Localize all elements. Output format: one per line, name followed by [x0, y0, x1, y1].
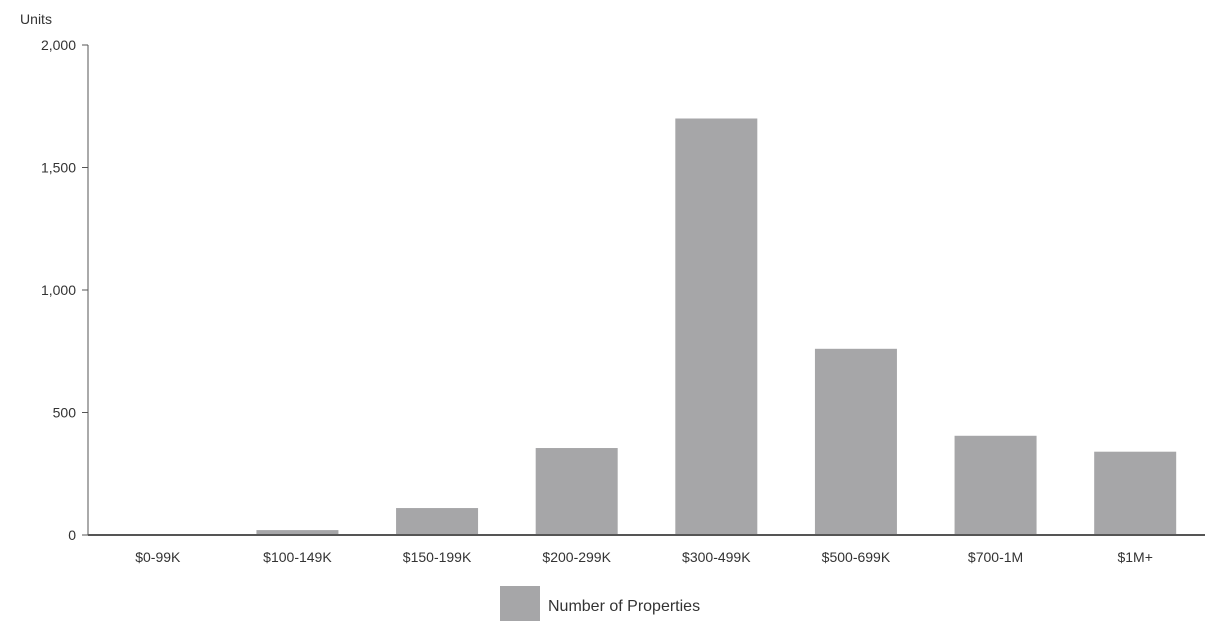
- legend-swatch: [500, 586, 540, 621]
- bar: [814, 348, 897, 535]
- x-tick-label: $300-499K: [682, 549, 751, 565]
- y-tick-label: 2,000: [41, 37, 76, 53]
- x-tick-label: $200-299K: [542, 549, 611, 565]
- y-axis-ticks: 0 500 1,000 1,500 2,000: [41, 37, 88, 543]
- bar: [535, 448, 618, 535]
- y-tick-label: 500: [53, 405, 77, 421]
- x-tick-label: $0-99K: [135, 549, 181, 565]
- x-tick-label: $700-1M: [968, 549, 1023, 565]
- x-tick-label: $500-699K: [822, 549, 891, 565]
- y-tick-label: 0: [68, 527, 76, 543]
- bars: [116, 118, 1177, 535]
- x-axis-tick-labels: $0-99K $100-149K $150-199K $200-299K $300-49…: [135, 549, 1153, 565]
- x-tick-label: $1M+: [1117, 549, 1152, 565]
- y-tick-label: 1,000: [41, 282, 76, 298]
- x-tick-label: $100-149K: [263, 549, 332, 565]
- legend: Number of Properties: [500, 586, 700, 621]
- x-tick-label: $150-199K: [403, 549, 472, 565]
- bar: [675, 118, 758, 535]
- legend-label: Number of Properties: [548, 598, 700, 615]
- bar: [256, 530, 339, 535]
- bar: [396, 508, 479, 535]
- y-axis-label: Units: [20, 11, 52, 27]
- bar: [954, 435, 1037, 535]
- bar: [1094, 451, 1177, 535]
- y-tick-label: 1,500: [41, 160, 76, 176]
